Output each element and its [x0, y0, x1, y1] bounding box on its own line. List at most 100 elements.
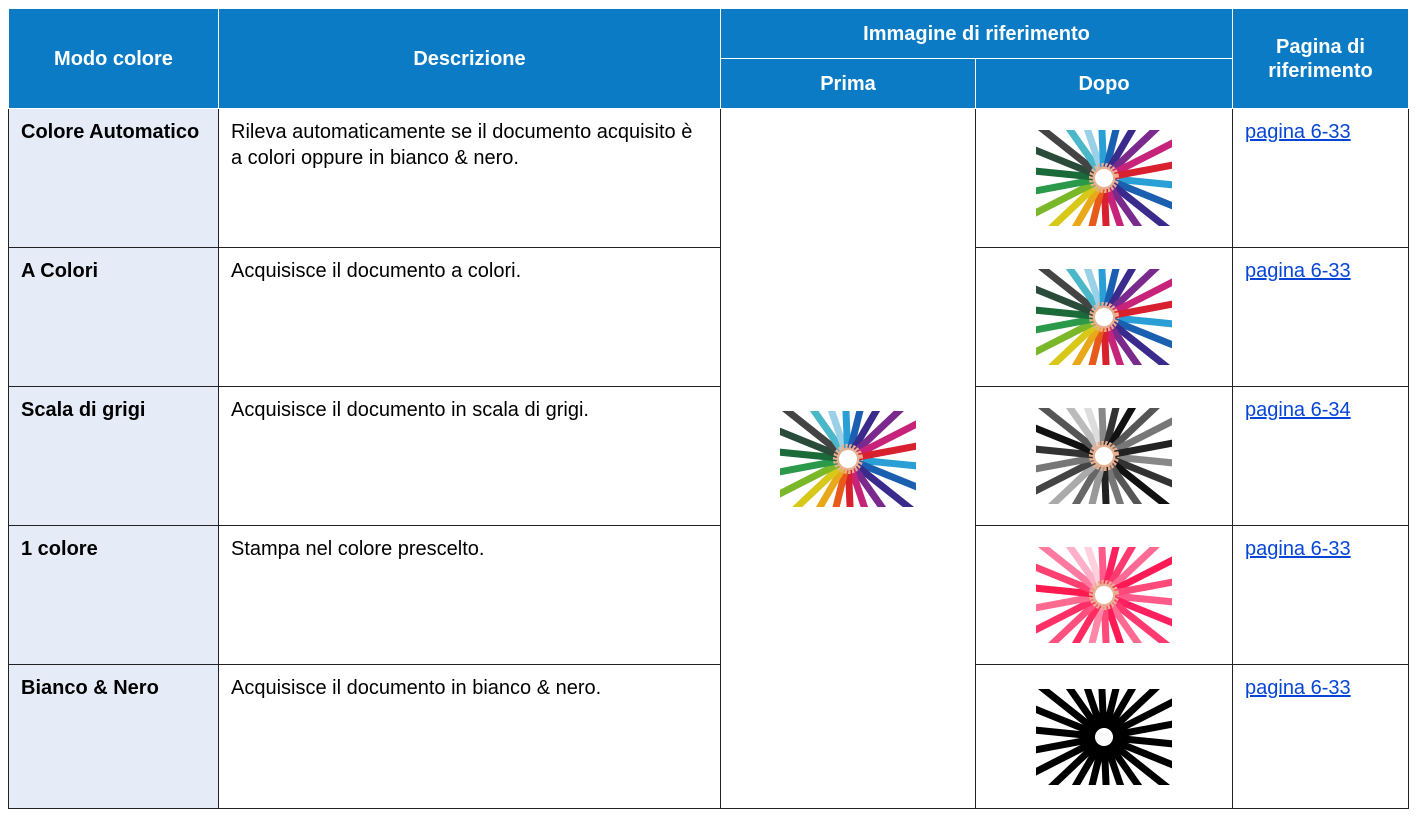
- page-link[interactable]: pagina 6-33: [1245, 538, 1351, 560]
- table-body: Colore Automatico Rileva automaticamente …: [8, 108, 1409, 809]
- header-row: Modo colore Descrizione Immagine di rife…: [8, 8, 1409, 109]
- pencil: [1100, 747, 1110, 785]
- pencil: [1036, 146, 1096, 178]
- pencil: [1098, 688, 1108, 726]
- description-cell: Acquisisce il documento a colori.: [218, 247, 721, 387]
- table-row: 1 colore Stampa nel colore prescelto. pagi…: [8, 525, 1409, 665]
- pencil: [781, 410, 842, 455]
- pencil: [815, 466, 846, 507]
- pencil: [1112, 697, 1172, 735]
- page-link[interactable]: pagina 6-33: [1245, 121, 1351, 143]
- pencil: [780, 448, 838, 461]
- pencil: [1103, 269, 1120, 308]
- pencil-image: [1036, 688, 1172, 785]
- pencil: [1083, 408, 1104, 447]
- after-image-cell: [975, 247, 1233, 387]
- pencil: [1110, 321, 1171, 365]
- pencil: [1100, 188, 1110, 226]
- page-cell: pagina 6-33: [1232, 108, 1409, 248]
- pencil: [1048, 183, 1099, 226]
- header-cell: Dopo: [975, 58, 1233, 109]
- pencil: [1048, 600, 1099, 643]
- pencil: [1112, 737, 1172, 768]
- pencil-center: [1097, 588, 1111, 602]
- pencil: [1037, 408, 1098, 452]
- pencil: [1103, 408, 1120, 447]
- mode-cell: 1 colore: [8, 525, 219, 665]
- description-cell: Acquisisce il documento in bianco & nero…: [218, 664, 721, 809]
- page-cell: pagina 6-33: [1232, 247, 1409, 387]
- pencil: [1104, 604, 1125, 643]
- pencil: [1036, 179, 1096, 217]
- pencil: [1109, 547, 1160, 590]
- table-row: A Colori Acquisisce il documento a colori…: [8, 247, 1409, 387]
- pencil: [1036, 738, 1096, 776]
- pencil: [1088, 187, 1105, 226]
- before-image-cell: [720, 108, 976, 809]
- pencil: [1036, 584, 1094, 598]
- pencil: [1036, 306, 1094, 320]
- pencil: [1071, 602, 1102, 643]
- pencil: [1109, 408, 1160, 451]
- pencil: [1107, 462, 1143, 504]
- pencil: [858, 442, 916, 460]
- pencil: [780, 427, 840, 458]
- page-link[interactable]: pagina 6-33: [1245, 677, 1351, 699]
- pencil: [1036, 176, 1094, 195]
- pencil: [1109, 130, 1160, 173]
- pencil: [1114, 300, 1172, 319]
- page-link[interactable]: pagina 6-34: [1245, 399, 1351, 421]
- pencil: [1048, 322, 1099, 365]
- page-cell: pagina 6-34: [1232, 386, 1409, 526]
- pencil: [1112, 417, 1172, 455]
- header-cell: Modo colore: [8, 8, 219, 109]
- pencil: [1100, 466, 1110, 504]
- pencil: [1106, 547, 1137, 588]
- pencil: [1112, 456, 1172, 488]
- pencil: [1036, 315, 1094, 334]
- pencil-tip: [1112, 731, 1120, 737]
- pencil: [1110, 182, 1171, 226]
- description-cell: Stampa nel colore prescelto.: [218, 525, 721, 665]
- pencil-image: [1036, 130, 1172, 226]
- pencil-image: [1036, 408, 1172, 504]
- pencil: [1104, 465, 1125, 504]
- pencil: [856, 459, 916, 490]
- pencil: [1037, 688, 1098, 733]
- pencil: [1103, 130, 1120, 169]
- pencil: [844, 469, 854, 507]
- pencil-tip: [1112, 451, 1120, 457]
- pencil: [1083, 688, 1104, 728]
- pencil: [847, 410, 864, 449]
- mode-cell: Scala di grigi: [8, 386, 219, 526]
- description-cell: Acquisisce il documento in scala di grig…: [218, 386, 721, 526]
- pencil: [1065, 269, 1101, 311]
- pencil: [832, 468, 849, 507]
- pencil: [1100, 605, 1110, 643]
- pencil: [1071, 324, 1102, 365]
- pencil: [1036, 285, 1096, 317]
- pencil: [1048, 461, 1099, 504]
- page-link[interactable]: pagina 6-33: [1245, 260, 1351, 282]
- pencil: [858, 456, 916, 469]
- pencil: [1083, 130, 1104, 169]
- pencil: [1110, 740, 1171, 785]
- mode-cell: A Colori: [8, 247, 219, 387]
- pencil: [1107, 323, 1143, 365]
- pencil: [1110, 599, 1171, 643]
- pencil: [809, 410, 845, 452]
- pencil: [1114, 592, 1172, 606]
- pencil-image: [1036, 547, 1172, 643]
- pencil: [1088, 326, 1105, 365]
- pencil: [1109, 688, 1160, 732]
- pencil: [1098, 130, 1108, 168]
- mode-cell: Bianco & Nero: [8, 664, 219, 809]
- pencil: [1110, 460, 1171, 504]
- pencil: [1107, 743, 1143, 785]
- pencil: [1098, 547, 1108, 585]
- pencil: [780, 457, 838, 475]
- pencil: [1071, 463, 1102, 504]
- pencil: [1098, 408, 1108, 446]
- pencil: [1106, 688, 1137, 729]
